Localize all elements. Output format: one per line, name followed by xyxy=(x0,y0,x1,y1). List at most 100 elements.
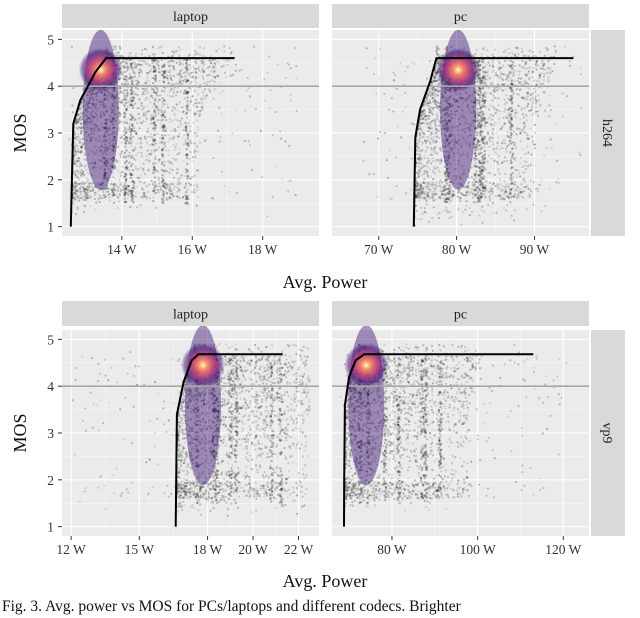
data-point xyxy=(474,162,477,165)
data-point xyxy=(417,188,421,191)
data-point xyxy=(141,93,144,96)
data-point xyxy=(480,208,483,211)
data-point xyxy=(159,122,162,125)
data-point xyxy=(112,188,116,191)
data-point xyxy=(164,134,167,137)
data-point xyxy=(131,116,135,120)
data-point xyxy=(124,145,127,148)
data-point xyxy=(164,186,167,189)
data-point xyxy=(84,166,87,169)
data-point xyxy=(563,45,566,48)
data-point xyxy=(193,174,196,177)
data-point xyxy=(133,145,136,148)
data-point xyxy=(74,198,77,201)
data-point xyxy=(513,144,516,147)
data-point xyxy=(163,99,166,103)
data-point xyxy=(85,181,88,184)
data-point xyxy=(223,50,226,53)
data-point xyxy=(176,195,179,198)
data-point xyxy=(162,164,166,167)
data-point xyxy=(511,52,514,55)
data-point xyxy=(152,127,155,130)
data-point xyxy=(426,173,429,176)
data-point xyxy=(439,195,442,198)
data-point xyxy=(127,140,130,144)
data-point xyxy=(184,139,187,142)
data-point xyxy=(82,125,85,128)
data-point xyxy=(131,96,134,99)
data-point xyxy=(495,212,498,215)
data-point xyxy=(124,131,127,134)
data-point xyxy=(250,168,253,171)
data-point xyxy=(125,79,128,82)
data-point xyxy=(229,74,232,77)
data-point xyxy=(520,106,523,109)
data-point xyxy=(168,183,171,186)
data-point xyxy=(169,161,172,164)
data-point xyxy=(142,162,145,165)
data-point xyxy=(128,72,131,75)
data-point xyxy=(88,90,91,93)
data-point xyxy=(147,98,150,101)
data-point xyxy=(138,116,141,119)
data-point xyxy=(103,106,106,109)
data-point xyxy=(85,118,88,121)
data-point xyxy=(514,183,517,186)
data-point xyxy=(194,75,197,78)
data-point xyxy=(264,99,267,102)
data-point xyxy=(485,63,489,66)
data-point xyxy=(200,62,204,65)
data-point xyxy=(161,114,164,117)
data-point xyxy=(203,47,206,50)
data-point xyxy=(415,209,418,212)
data-point xyxy=(79,109,82,112)
data-point xyxy=(493,159,496,163)
data-point xyxy=(145,117,148,120)
data-point xyxy=(162,99,165,102)
data-point xyxy=(209,55,212,58)
data-point xyxy=(160,59,163,62)
data-point xyxy=(142,169,145,172)
data-point xyxy=(123,89,126,92)
data-point xyxy=(81,137,85,140)
data-point xyxy=(492,148,495,151)
data-point xyxy=(195,132,198,135)
data-point xyxy=(489,181,492,184)
data-point xyxy=(503,103,506,106)
data-point xyxy=(171,59,174,63)
data-point xyxy=(124,102,128,105)
data-point xyxy=(158,158,161,161)
data-point xyxy=(173,135,176,138)
data-point xyxy=(212,156,215,160)
data-point xyxy=(432,194,436,197)
data-point xyxy=(502,64,505,67)
data-point xyxy=(85,194,88,197)
data-point xyxy=(547,75,550,78)
data-point xyxy=(135,133,138,136)
data-point xyxy=(430,127,433,130)
data-point xyxy=(168,117,171,120)
data-point xyxy=(449,184,452,187)
data-point xyxy=(77,194,80,197)
data-point xyxy=(481,69,484,72)
data-point xyxy=(150,179,153,182)
data-point xyxy=(136,121,139,124)
data-point xyxy=(182,129,185,132)
data-point xyxy=(175,50,178,53)
data-point xyxy=(74,191,77,194)
data-point xyxy=(148,64,151,67)
data-point xyxy=(128,54,131,57)
data-point xyxy=(169,137,172,141)
data-point xyxy=(191,75,194,78)
data-point xyxy=(146,77,149,80)
data-point xyxy=(177,46,180,49)
data-point xyxy=(153,89,156,92)
data-point xyxy=(171,95,174,98)
data-point xyxy=(174,129,177,132)
data-point xyxy=(109,92,112,95)
data-point xyxy=(518,81,521,84)
data-point xyxy=(161,70,164,73)
data-point xyxy=(161,155,164,158)
data-point xyxy=(390,97,393,100)
data-point xyxy=(81,118,84,121)
